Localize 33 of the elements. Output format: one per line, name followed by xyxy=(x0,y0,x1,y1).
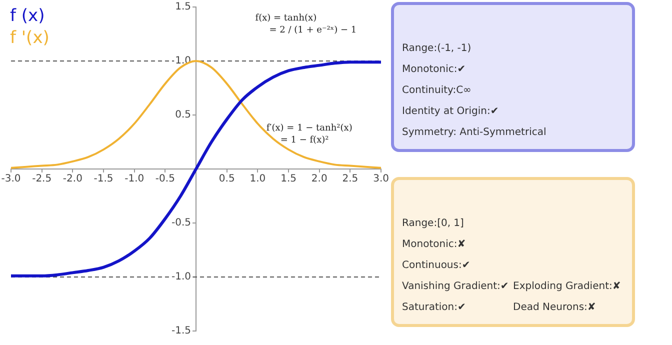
y-tick-label: -1.5 xyxy=(172,326,192,337)
text: f (x) xyxy=(10,6,45,26)
x-tick-label: -2.5 xyxy=(32,174,52,185)
text: Saturation:✔ xyxy=(402,301,467,315)
x-tick-label: 1.5 xyxy=(280,174,296,185)
x-tick-label: 0.5 xyxy=(218,174,235,185)
x-tick-label: -1.0 xyxy=(124,174,144,185)
text: f '(x) xyxy=(10,28,50,48)
text: Continuity:C∞ xyxy=(402,84,472,98)
text: Dead Neurons:✘ xyxy=(513,301,597,315)
x-tick-label: 2.0 xyxy=(311,174,328,185)
x-tick-label: 1.0 xyxy=(250,174,266,185)
text: Symmetry: Anti-Symmetrical xyxy=(402,126,548,140)
y-tick-label: -0.5 xyxy=(172,218,192,229)
x-tick-label: -1.5 xyxy=(94,174,114,185)
text: Exploding Gradient:✘ xyxy=(513,280,622,294)
x-tick-label: 2.5 xyxy=(342,174,358,185)
text: Monotonic:✔ xyxy=(402,63,467,77)
text: Vanishing Gradient:✔ xyxy=(402,280,510,294)
y-tick-label: 0.5 xyxy=(175,110,192,121)
x-tick-label: -3.0 xyxy=(1,174,21,185)
text: Range:(-1, -1) xyxy=(402,42,472,56)
y-tick-label: -1.0 xyxy=(172,272,192,283)
x-tick-label: -2.0 xyxy=(62,174,82,185)
x-tick-label: 3.0 xyxy=(373,174,389,185)
annotation: f′(x) = 1 − tanh²(x) = 1 − f(x)² xyxy=(266,123,352,146)
text: Continuous:✔ xyxy=(402,259,472,273)
y-tick-label: 1.5 xyxy=(175,2,192,13)
text: Range:[0, 1] xyxy=(402,217,465,231)
annotation: f(x) = tanh(x) = 2 / (1 + e⁻²ˣ) − 1 xyxy=(255,13,357,36)
text: Monotonic:✘ xyxy=(402,238,467,252)
text: Identity at Origin:✔ xyxy=(402,105,500,119)
x-tick-label: -0.5 xyxy=(155,174,175,185)
